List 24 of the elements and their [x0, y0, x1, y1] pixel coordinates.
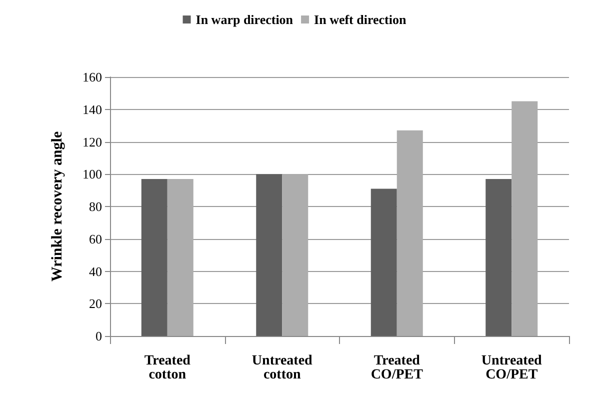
y-tick-label: 100	[82, 166, 102, 182]
y-tick-label: 160	[82, 70, 102, 84]
x-tick-label: Untreated CO/PET	[481, 354, 542, 382]
bar	[370, 188, 397, 336]
bar	[512, 101, 538, 336]
y-tick-label: 120	[82, 134, 102, 150]
y-tick-label: 140	[82, 102, 102, 117]
bar	[396, 130, 423, 336]
legend-label: In warp direction	[196, 12, 294, 27]
bar	[282, 174, 308, 336]
x-tick-label: Treated cotton	[144, 354, 191, 382]
bar	[486, 178, 512, 336]
y-tick-label: 40	[89, 264, 102, 279]
y-tick-label: 0	[96, 328, 102, 344]
x-tick-label: Untreated cotton	[252, 354, 313, 382]
bar	[256, 174, 282, 336]
bar	[141, 178, 168, 336]
legend-label: In weft direction	[314, 12, 407, 27]
y-axis-title: Wrinkle recovery angle	[50, 131, 66, 282]
y-tick-label: 60	[89, 231, 102, 246]
bar	[167, 178, 194, 336]
x-tick-label: Treated CO/PET	[370, 354, 424, 382]
y-tick-label: 20	[89, 296, 102, 312]
y-tick-label: 80	[89, 199, 102, 214]
